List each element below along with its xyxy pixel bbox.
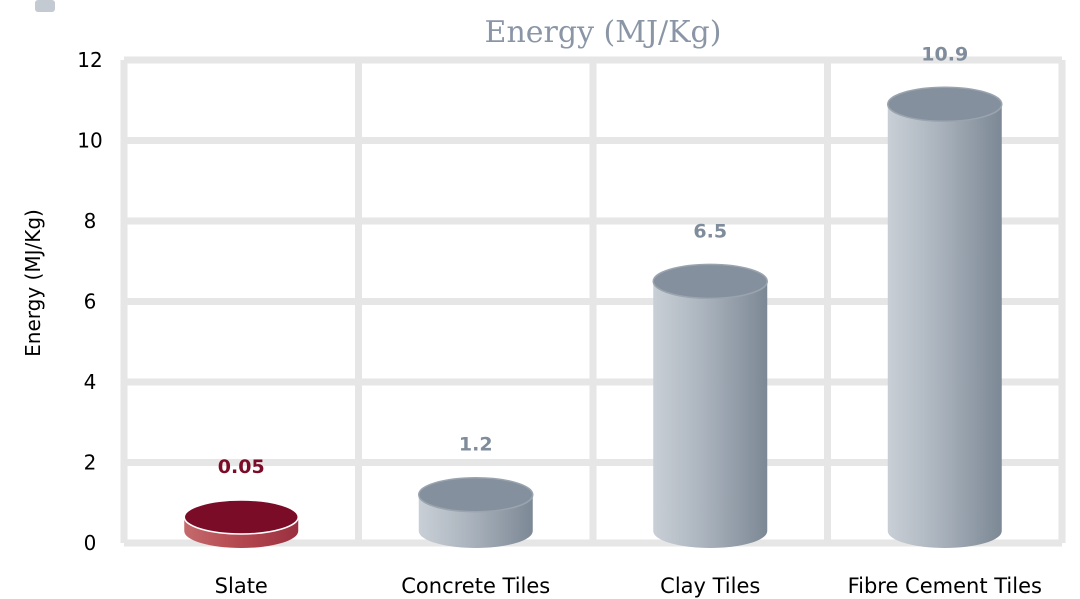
x-category-label: Fibre Cement Tiles <box>848 574 1042 598</box>
y-axis-label: Energy (MJ/Kg) <box>21 209 45 357</box>
x-category-label: Slate <box>215 574 268 598</box>
bar <box>887 86 1003 549</box>
bar-top <box>652 263 768 300</box>
bar-body <box>653 281 768 548</box>
bar-top <box>183 499 299 535</box>
bar <box>652 263 768 548</box>
y-tick-label: 0 <box>84 531 97 555</box>
data-label: 0.05 <box>218 456 265 478</box>
plot-grid <box>120 56 1066 547</box>
y-tick-label: 2 <box>84 451 97 475</box>
bar-top <box>887 86 1003 123</box>
corner-icon <box>35 0 55 12</box>
y-tick-label: 12 <box>77 48 102 72</box>
data-labels: 0.05 1.2 6.5 10.9 <box>218 43 968 478</box>
y-tick-label: 4 <box>84 370 97 394</box>
y-tick-label: 8 <box>84 209 97 233</box>
data-label: 6.5 <box>693 220 727 242</box>
chart-title: Energy (MJ/Kg) <box>485 15 722 50</box>
bars <box>183 86 1003 549</box>
bar-top <box>418 476 534 513</box>
x-axis-categories: Slate Concrete Tiles Clay Tiles Fibre Cemen… <box>215 574 1042 598</box>
bar <box>418 476 534 548</box>
data-label: 10.9 <box>921 43 968 65</box>
y-tick-label: 10 <box>77 129 102 153</box>
data-label: 1.2 <box>459 434 493 456</box>
y-tick-label: 6 <box>84 290 97 314</box>
x-category-label: Clay Tiles <box>660 574 760 598</box>
x-category-label: Concrete Tiles <box>401 574 550 598</box>
bar-body <box>887 104 1002 549</box>
y-axis-ticks: 0 2 4 6 8 10 12 <box>77 48 102 555</box>
bar <box>183 499 299 548</box>
